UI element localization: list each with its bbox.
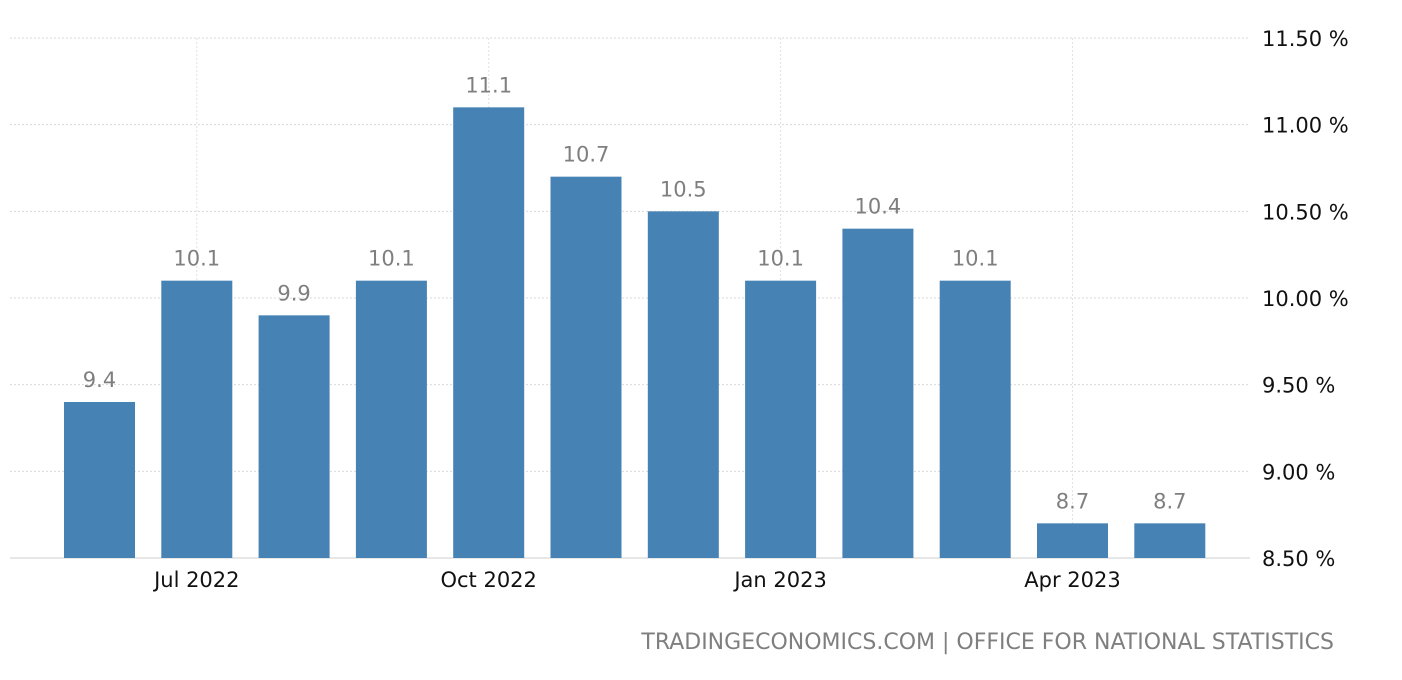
y-tick-label: 10.00 % [1262,287,1349,311]
y-tick-label: 8.50 % [1262,547,1335,571]
bar [453,107,525,558]
data-label: 10.7 [563,143,610,167]
bar-layer [64,107,1206,559]
bar [550,176,622,558]
y-tick-label: 9.00 % [1262,460,1335,484]
source-credit: TRADINGECONOMICS.COM | OFFICE FOR NATION… [640,630,1334,655]
bar [161,280,233,558]
bar [842,228,914,558]
data-label-layer: 9.4 10.1 9.9 10.1 11.1 10.7 10.5 10.1 10.4 10.1 8.… [83,73,1187,513]
y-tick-label: 11.50 % [1262,27,1349,51]
y-axis: 8.50 % 9.00 % 9.50 % 10.00 % 10.50 % 11.00 % 1… [1262,27,1349,571]
bar [647,211,719,559]
y-tick-label: 11.00 % [1262,114,1349,138]
x-tick-label: Apr 2023 [1024,568,1120,592]
data-label: 10.1 [952,247,999,271]
data-label: 10.5 [660,177,707,201]
x-tick-label: Jul 2022 [152,568,239,592]
bar [64,402,135,558]
data-label: 11.1 [465,73,512,97]
data-label: 9.9 [277,281,310,305]
x-tick-label: Oct 2022 [440,568,536,592]
bar [745,280,817,558]
data-label: 10.1 [368,247,415,271]
data-label: 8.7 [1056,489,1089,513]
bar [939,280,1011,558]
bar [1134,523,1206,558]
data-label: 10.4 [855,195,902,219]
data-label: 10.1 [173,247,220,271]
x-axis: Jul 2022 Oct 2022 Jan 2023 Apr 2023 [152,568,1121,592]
y-tick-label: 9.50 % [1262,374,1335,398]
bar [355,280,427,558]
bar [1037,523,1108,558]
data-label: 9.4 [83,368,116,392]
data-label: 8.7 [1153,489,1186,513]
data-label: 10.1 [757,247,804,271]
x-tick-label: Jan 2023 [732,568,827,592]
y-tick-label: 10.50 % [1262,200,1349,224]
bar [258,315,330,558]
